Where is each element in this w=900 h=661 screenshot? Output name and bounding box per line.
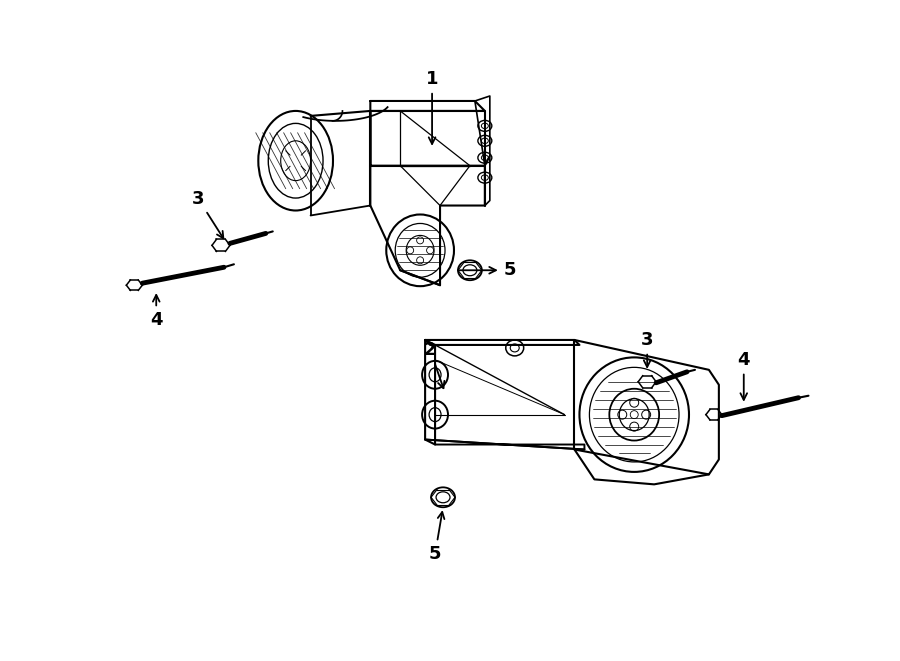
Text: 4: 4 bbox=[150, 295, 163, 329]
Text: 3: 3 bbox=[641, 331, 653, 367]
Text: 4: 4 bbox=[737, 351, 750, 400]
Text: 3: 3 bbox=[192, 190, 223, 239]
Text: 5: 5 bbox=[459, 261, 516, 279]
Text: 5: 5 bbox=[428, 512, 445, 563]
Text: 1: 1 bbox=[426, 70, 438, 144]
Text: 2: 2 bbox=[424, 341, 445, 388]
